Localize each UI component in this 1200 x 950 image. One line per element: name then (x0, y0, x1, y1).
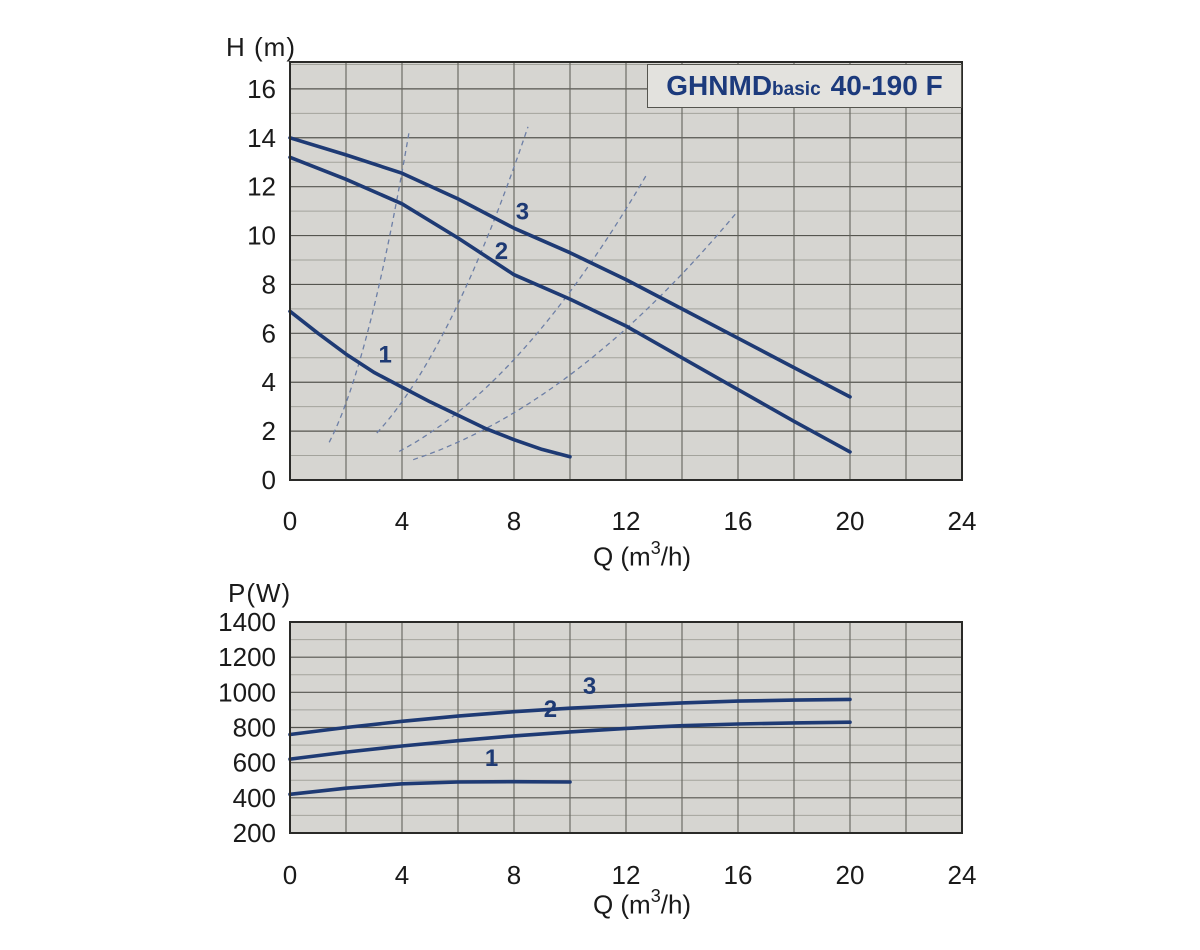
curve-label-1-power: 1 (485, 745, 498, 772)
system-curve-4 (412, 212, 738, 461)
x-tick-20-power: 20 (836, 860, 865, 890)
x-tick-4-head: 4 (395, 506, 409, 536)
pump-curve-3-power (288, 697, 852, 737)
y-tick-800-power: 800 (233, 713, 276, 743)
x-tick-8-power: 8 (507, 860, 521, 890)
curve-label-3-power: 3 (583, 673, 596, 700)
x-tick-0-head: 0 (283, 506, 297, 536)
x-tick-16-head: 16 (724, 506, 753, 536)
y-tick-400-power: 400 (233, 783, 276, 813)
y-tick-16-head: 16 (247, 74, 276, 104)
y-axis-title-head: H (m) (226, 32, 296, 62)
y-tick-4-head: 4 (262, 367, 276, 397)
pump-brand: GHNMD (666, 70, 773, 101)
x-axis-title-head: Q (m3/h) (532, 538, 752, 573)
x-tick-12-power: 12 (612, 860, 641, 890)
x-tick-24-head: 24 (948, 506, 977, 536)
system-curve-2 (376, 126, 529, 434)
y-axis-title-power: P(W) (228, 578, 292, 608)
pump-model-number: 40-190 F (830, 70, 943, 101)
pump-curve-1-head (288, 309, 572, 459)
pump-curve-2-power (288, 720, 852, 761)
pump-curve-1-power (288, 779, 572, 797)
pump-curve-2-head (288, 155, 852, 454)
plot-border (289, 61, 963, 481)
y-tick-2-head: 2 (262, 416, 276, 446)
pump-series-sub: basic (772, 78, 821, 100)
y-tick-8-head: 8 (262, 269, 276, 299)
curve-label-3-head: 3 (516, 199, 529, 226)
y-tick-12-head: 12 (247, 172, 276, 202)
x-axis-title-suffix: /h) (660, 541, 692, 572)
y-tick-10-head: 10 (247, 221, 276, 251)
x-axis-title-suffix: /h) (660, 889, 692, 920)
pump-curve-3-head (288, 136, 852, 399)
y-tick-1000-power: 1000 (218, 677, 276, 707)
y-tick-0-head: 0 (262, 465, 276, 495)
curve-label-2-head: 2 (495, 238, 508, 265)
x-tick-12-head: 12 (612, 506, 641, 536)
x-axis-title-prefix: Q (m (592, 541, 651, 572)
system-curve-3 (398, 173, 648, 452)
x-axis-title-prefix: Q (m (592, 889, 651, 920)
y-tick-14-head: 14 (247, 123, 276, 153)
x-tick-0-power: 0 (283, 860, 297, 890)
plot-border (289, 621, 963, 834)
y-tick-1200-power: 1200 (218, 642, 276, 672)
y-tick-6-head: 6 (262, 318, 276, 348)
x-axis-title-sup: 3 (650, 886, 661, 906)
x-tick-16-power: 16 (724, 860, 753, 890)
x-axis-title-sup: 3 (650, 538, 661, 558)
y-tick-1400-power: 1400 (218, 607, 276, 637)
curve-label-1-head: 1 (379, 342, 392, 369)
x-tick-8-head: 8 (507, 506, 521, 536)
x-tick-24-power: 24 (948, 860, 977, 890)
pump-model-title: GHNMD basic 40-190 F (647, 64, 962, 108)
system-curve-1 (328, 132, 410, 443)
x-tick-4-power: 4 (395, 860, 409, 890)
y-tick-200-power: 200 (233, 818, 276, 848)
x-tick-20-head: 20 (836, 506, 865, 536)
y-tick-600-power: 600 (233, 748, 276, 778)
gridlines-vertical (345, 62, 907, 480)
x-axis-title-power: Q (m3/h) (532, 886, 752, 921)
